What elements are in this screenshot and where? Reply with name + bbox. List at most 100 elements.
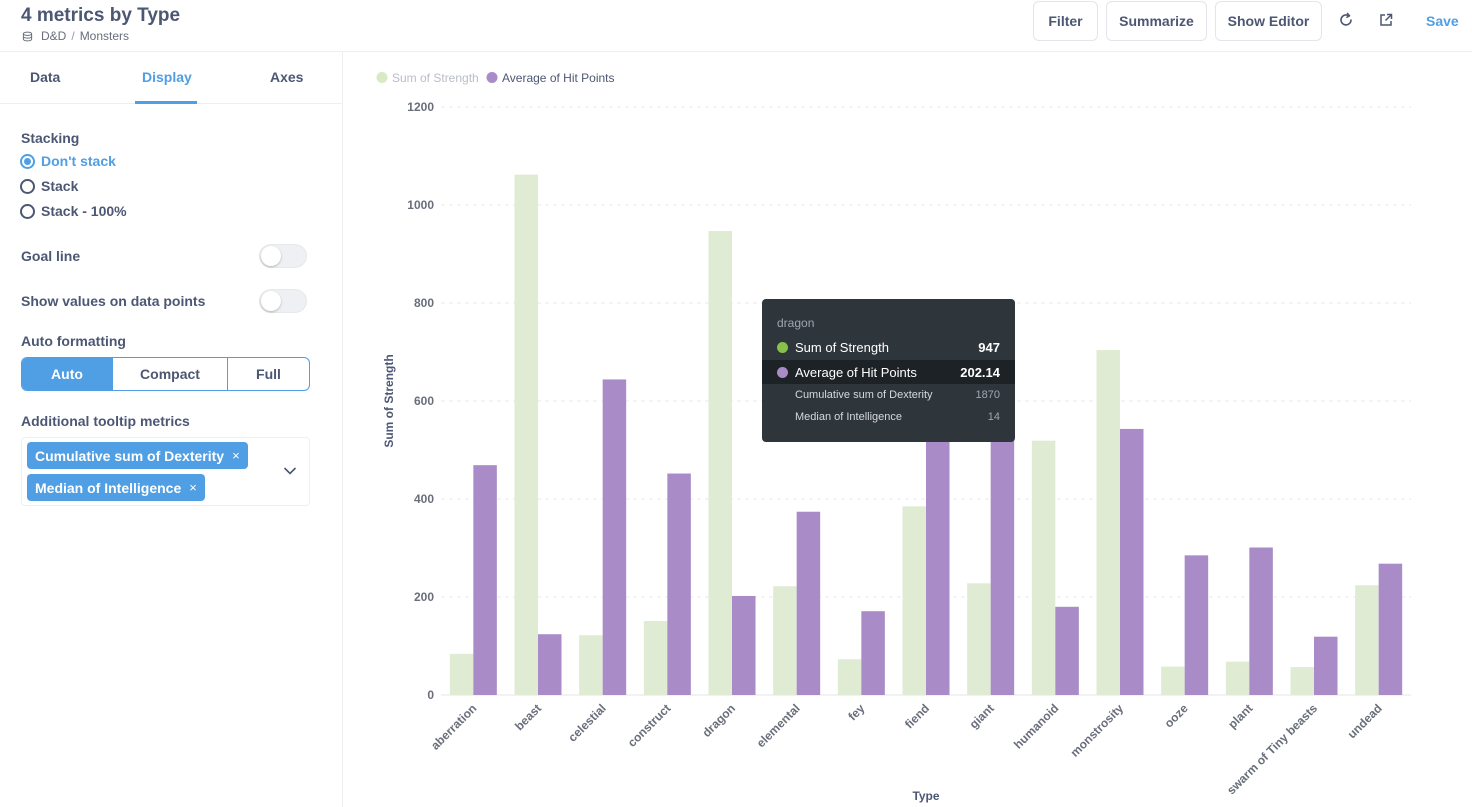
tooltip-metrics-select[interactable]: Cumulative sum of Dexterity × Median of …	[21, 437, 310, 506]
radio-dont-stack[interactable]: Don't stack	[20, 153, 116, 169]
bar-average-of-hit-points	[1055, 606, 1079, 695]
bar-sum-of-strength	[1031, 440, 1056, 695]
breadcrumb-separator: /	[71, 29, 75, 43]
goal-line-toggle[interactable]	[259, 244, 307, 268]
bar-sum-of-strength	[837, 659, 862, 695]
breadcrumb-table[interactable]: Monsters	[79, 29, 130, 43]
series-dot-purple	[777, 366, 788, 378]
external-link-icon[interactable]	[1376, 10, 1396, 30]
tooltip-row-intelligence: Median of Intelligence 14	[762, 406, 1015, 428]
bar-sum-of-strength	[449, 653, 474, 695]
bar-average-of-hit-points	[990, 425, 1015, 695]
bar-average-of-hit-points	[1120, 428, 1144, 695]
x-tick-label: elemental	[754, 701, 803, 750]
tag-cumulative-dexterity: Cumulative sum of Dexterity ×	[27, 442, 248, 469]
x-tick-label: giant	[967, 701, 997, 731]
bar-average-of-hit-points	[473, 465, 497, 695]
bar-average-of-hit-points	[602, 379, 627, 695]
tooltip-extra-value: 1870	[975, 389, 1000, 401]
bar-average-of-hit-points	[926, 425, 950, 695]
bar-average-of-hit-points	[667, 473, 691, 695]
legend-dot	[486, 72, 498, 83]
save-button[interactable]: Save	[1426, 13, 1459, 29]
refresh-icon[interactable]	[1336, 10, 1356, 30]
bar-average-of-hit-points	[1184, 555, 1209, 695]
tag-median-intelligence: Median of Intelligence ×	[27, 474, 205, 501]
series-dot-green	[777, 341, 788, 353]
bar-sum-of-strength	[1225, 661, 1250, 695]
tooltip-category: dragon	[777, 316, 815, 330]
x-tick-label: undead	[1345, 701, 1385, 741]
format-compact-button[interactable]: Compact	[113, 358, 228, 390]
bar-average-of-hit-points	[1249, 547, 1273, 695]
tooltip-row-dexterity: Cumulative sum of Dexterity 1870	[762, 384, 1015, 406]
tooltip-series-value: 947	[978, 339, 1000, 355]
show-values-toggle[interactable]	[259, 289, 307, 313]
database-icon	[22, 31, 33, 41]
radio-icon	[20, 178, 35, 194]
y-tick-label: 1200	[407, 100, 434, 114]
bar-sum-of-strength	[1290, 667, 1314, 695]
radio-label: Stack - 100%	[41, 203, 127, 219]
radio-selected-icon	[20, 153, 35, 169]
x-axis-title: Type	[912, 789, 939, 803]
tag-label: Median of Intelligence	[35, 479, 182, 496]
y-tick-label: 200	[414, 590, 434, 604]
legend-label: Sum of Strength	[392, 71, 479, 85]
y-tick-label: 600	[414, 394, 434, 408]
bar-sum-of-strength	[1355, 585, 1379, 695]
y-tick-label: 400	[414, 492, 434, 506]
settings-tabs: Data Display Axes	[0, 52, 342, 104]
legend-label: Average of Hit Points	[502, 71, 615, 85]
y-tick-label: 0	[427, 688, 434, 702]
format-full-button[interactable]: Full	[256, 366, 281, 382]
tooltip-series-name: Average of Hit Points	[795, 364, 917, 380]
bar-sum-of-strength	[902, 506, 926, 695]
breadcrumb-database[interactable]: D&D	[41, 29, 67, 43]
bar-chart: 0 200 400 600 800 1000 1200 aberration beast cele…	[376, 71, 1411, 803]
breadcrumb: D&D / Monsters	[22, 29, 129, 43]
x-tick-label: fey	[845, 701, 867, 723]
bar-sum-of-strength	[514, 174, 538, 695]
y-tick-label: 800	[414, 296, 434, 310]
remove-tag-icon[interactable]: ×	[189, 480, 197, 495]
radio-label: Stack	[41, 178, 79, 194]
bar-sum-of-strength	[1161, 666, 1185, 695]
active-tab-indicator	[135, 101, 197, 104]
summarize-button[interactable]: Summarize	[1106, 1, 1207, 41]
radio-stack-100[interactable]: Stack - 100%	[20, 203, 127, 219]
chevron-down-icon[interactable]	[283, 466, 297, 476]
show-values-label: Show values on data points	[21, 293, 206, 309]
bar-sum-of-strength	[967, 583, 991, 695]
settings-sidebar: Data Display Axes Stacking Don't stack S…	[0, 52, 343, 807]
goal-line-label: Goal line	[21, 248, 81, 264]
remove-tag-icon[interactable]: ×	[232, 448, 240, 463]
bar-average-of-hit-points	[861, 611, 885, 695]
bar-average-of-hit-points	[1378, 563, 1403, 695]
bar-sum-of-strength	[579, 635, 603, 695]
chart-tooltip: dragon Sum of Strength 947 Average of Hi…	[762, 299, 1015, 442]
x-tick-label: plant	[1225, 701, 1255, 731]
x-tick-label: dragon	[699, 701, 738, 740]
tab-data[interactable]: Data	[30, 69, 61, 85]
tooltip-series-value: 202.14	[960, 364, 1000, 380]
filter-button[interactable]: Filter	[1033, 1, 1098, 41]
x-tick-label: ooze	[1162, 701, 1191, 730]
radio-icon	[20, 203, 35, 219]
legend-dot	[376, 72, 388, 83]
tab-display[interactable]: Display	[142, 69, 192, 85]
tab-axes[interactable]: Axes	[270, 69, 304, 85]
bar-average-of-hit-points	[538, 634, 562, 695]
tooltip-series-name: Sum of Strength	[795, 339, 889, 355]
auto-formatting-segmented-control: Auto Compact Full	[21, 357, 310, 391]
x-tick-label: celestial	[565, 701, 608, 744]
format-auto-button[interactable]: Auto	[22, 358, 113, 390]
auto-formatting-label: Auto formatting	[21, 333, 126, 349]
x-tick-label: beast	[512, 701, 544, 733]
bar-sum-of-strength	[773, 586, 797, 695]
bar-average-of-hit-points	[732, 595, 756, 695]
radio-stack[interactable]: Stack	[20, 178, 78, 194]
bar-sum-of-strength	[708, 230, 732, 695]
page-title: 4 metrics by Type	[21, 5, 181, 26]
show-editor-button[interactable]: Show Editor	[1215, 1, 1322, 41]
